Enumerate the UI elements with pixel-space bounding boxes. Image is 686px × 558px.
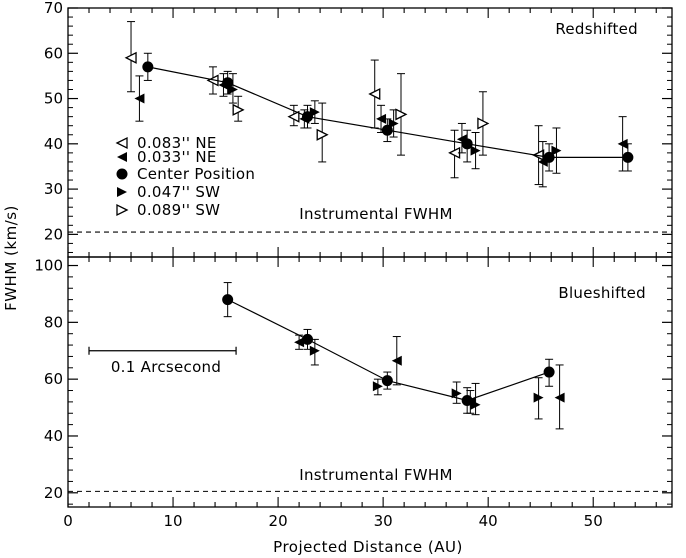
legend-marker-circle xyxy=(116,168,128,180)
top-point-center xyxy=(222,77,234,89)
legend-label: 0.083'' NE xyxy=(137,134,217,152)
top-instrumental-label: Instrumental FWHM xyxy=(299,205,452,223)
bottom-point-tri-left-filled xyxy=(391,355,402,366)
legend-label: Center Position xyxy=(137,165,255,183)
top-y-tick-label: 50 xyxy=(44,90,63,108)
bottom-y-tick-label: 80 xyxy=(44,313,63,331)
top-point-tri-left-filled xyxy=(134,93,145,104)
top-point-tri-right-filled xyxy=(551,145,562,156)
top-point-tri-left-filled xyxy=(376,113,387,124)
top-y-tick-label: 70 xyxy=(44,0,63,17)
bottom-instrumental-label: Instrumental FWHM xyxy=(299,466,452,484)
top-panel-title: Redshifted xyxy=(555,20,638,38)
top-y-tick-label: 30 xyxy=(44,180,63,198)
bottom-point-tri-right-filled xyxy=(451,388,462,399)
bottom-point-tri-right-filled xyxy=(470,399,481,410)
top-y-tick-label: 60 xyxy=(44,44,63,62)
legend-label: 0.047'' SW xyxy=(137,183,220,201)
legend: 0.083'' NE 0.033'' NE Center Position 0.… xyxy=(115,134,255,219)
x-tick-label: 0 xyxy=(63,512,73,530)
top-point-tri-right-open xyxy=(477,117,490,130)
legend-marker-tri-left-filled xyxy=(117,152,127,162)
bottom-point-tri-right-filled xyxy=(533,392,544,403)
bottom-point-tri-left-filled xyxy=(294,337,305,348)
bottom-y-tick-label: 60 xyxy=(44,370,63,388)
legend-entry-0033-ne: 0.033'' NE xyxy=(117,148,217,166)
legend-entry-center: Center Position xyxy=(116,165,255,183)
legend-label: 0.089'' SW xyxy=(137,201,220,219)
top-point-tri-right-open xyxy=(395,108,408,121)
axis-ticks: 20 30 40 50 60 70 20 40 60 80 100 0 10 20 30 40 50 xyxy=(34,0,672,530)
top-point-center xyxy=(142,61,154,73)
bottom-point-tri-right-filled xyxy=(309,345,320,356)
top-point-tri-left-open xyxy=(368,87,381,101)
bottom-point-center xyxy=(381,375,393,387)
top-y-tick-label: 40 xyxy=(44,135,63,153)
top-point-tri-left-open xyxy=(287,110,300,123)
bottom-panel-frame xyxy=(67,256,673,508)
top-point-tri-right-open xyxy=(232,103,245,116)
top-point-center xyxy=(461,138,473,150)
x-tick-label: 40 xyxy=(479,512,498,530)
bottom-point-center xyxy=(461,394,473,406)
top-point-tri-left-filled xyxy=(617,138,628,149)
x-tick-label: 30 xyxy=(374,512,393,530)
bottom-point-tri-left-filled xyxy=(554,392,565,403)
bottom-panel-title: Blueshifted xyxy=(558,284,646,302)
x-tick-label: 20 xyxy=(269,512,288,530)
bottom-point-center xyxy=(543,366,555,378)
legend-marker-tri-right-open xyxy=(116,203,129,217)
y-axis-title: FWHM (km/s) xyxy=(2,205,20,311)
legend-entry-0089-sw: 0.089'' SW xyxy=(116,201,220,219)
legend-entry-0047-sw: 0.047'' SW xyxy=(117,183,220,201)
top-point-tri-right-filled xyxy=(309,107,320,118)
legend-marker-tri-right-filled xyxy=(117,187,127,197)
x-tick-label: 50 xyxy=(584,512,603,530)
bottom-y-tick-label: 40 xyxy=(44,427,63,445)
top-point-tri-right-filled xyxy=(227,84,238,95)
top-y-tick-label: 20 xyxy=(44,225,63,243)
legend-marker-tri-left-open xyxy=(115,136,128,150)
x-tick-label: 10 xyxy=(163,512,182,530)
legend-label: 0.033'' NE xyxy=(137,148,217,166)
x-axis-title: Projected Distance (AU) xyxy=(273,538,463,556)
bottom-point-center xyxy=(301,333,313,345)
top-point-tri-left-open xyxy=(124,51,137,64)
reference-lines xyxy=(68,231,672,492)
bottom-y-tick-label: 20 xyxy=(44,484,63,502)
top-point-center xyxy=(622,151,634,163)
legend-entry-0083-ne: 0.083'' NE xyxy=(115,134,217,152)
data-marks xyxy=(124,21,634,430)
bottom-y-tick-label: 100 xyxy=(34,257,63,275)
top-point-tri-right-open xyxy=(316,128,329,141)
axes-frames xyxy=(67,7,673,508)
top-point-tri-right-filled xyxy=(470,145,481,156)
bottom-point-tri-right-filled xyxy=(372,381,383,392)
bottom-point-center xyxy=(222,294,234,306)
top-point-tri-right-filled xyxy=(388,118,399,129)
scale-bar-label: 0.1 Arcsecond xyxy=(111,358,221,376)
